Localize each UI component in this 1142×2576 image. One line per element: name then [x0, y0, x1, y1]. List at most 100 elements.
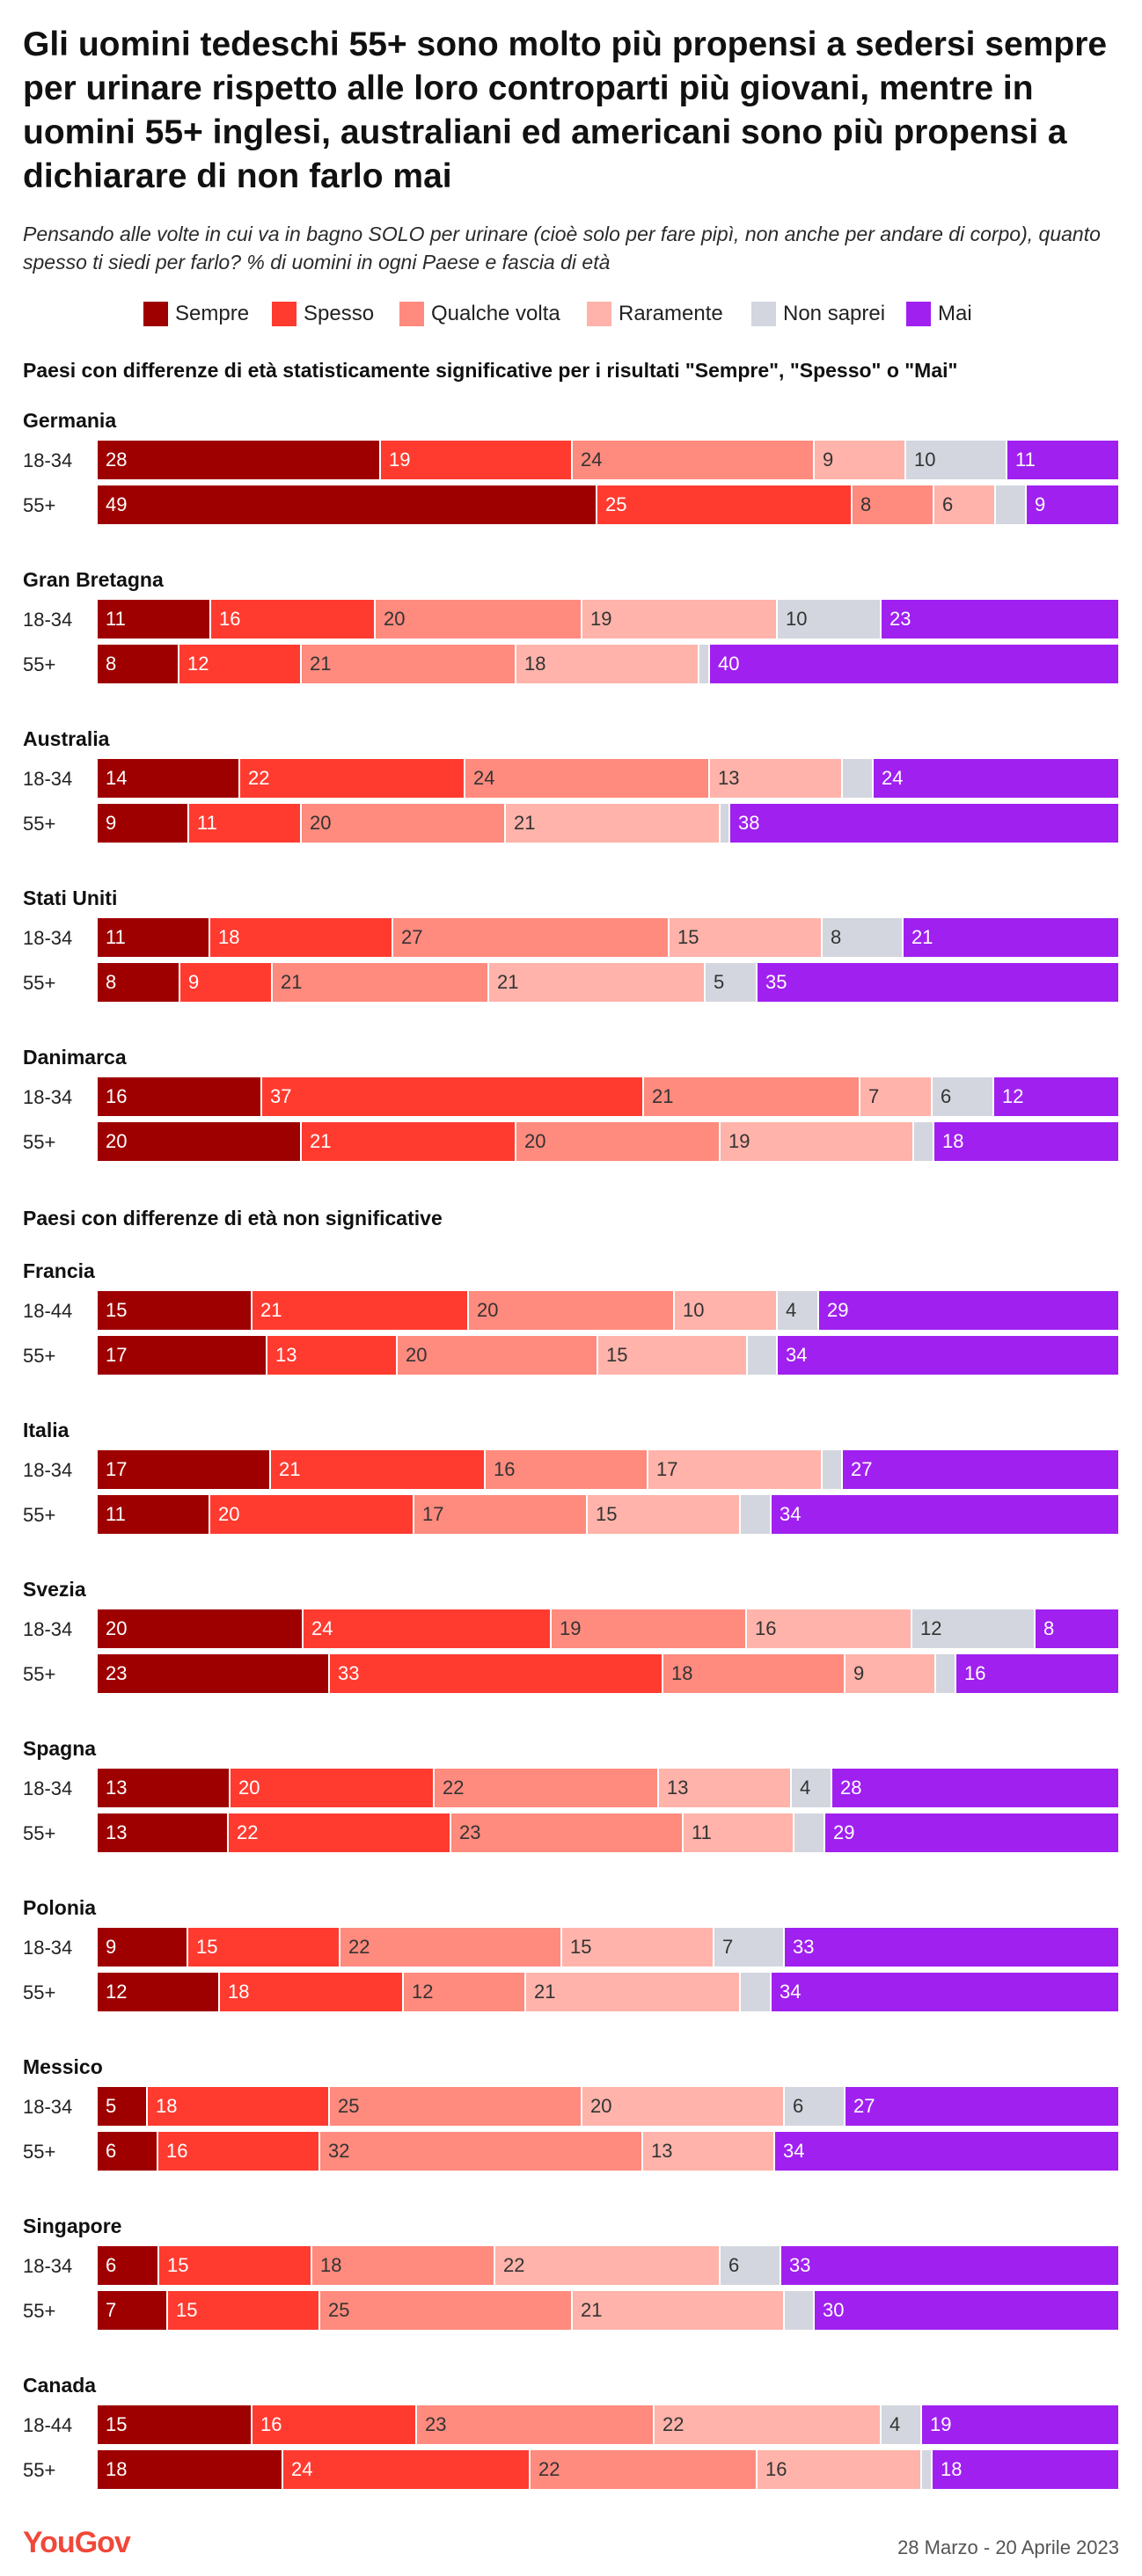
data-label: 13 — [106, 1777, 128, 1799]
data-label: 22 — [503, 2254, 525, 2276]
bar-segment-mai: 11 — [1007, 441, 1118, 479]
data-label: 18 — [671, 1662, 693, 1684]
age-group-label: 18-34 — [23, 609, 73, 631]
data-label: 9 — [106, 812, 117, 834]
bar-segment-non-saprei — [699, 645, 710, 683]
bar-segment-spesso: 19 — [381, 441, 573, 479]
legend-swatch — [906, 302, 931, 326]
country-label: Stati Uniti — [23, 887, 118, 909]
age-group-label: 18-34 — [23, 1086, 73, 1108]
data-label: 34 — [786, 1344, 808, 1366]
data-label: 34 — [783, 2140, 805, 2162]
age-group-label: 18-34 — [23, 768, 73, 790]
country-label: Svezia — [23, 1578, 86, 1601]
bar-segment-sempre: 49 — [98, 485, 597, 524]
data-label: 19 — [728, 1130, 750, 1152]
stacked-bar: 9 11 20 21 38 — [98, 804, 1118, 843]
data-label: 25 — [328, 2299, 350, 2321]
bar-segment-sempre: 17 — [98, 1336, 267, 1375]
data-label: 22 — [538, 2458, 560, 2480]
bar-segment-qualche-volta: 22 — [340, 1928, 562, 1967]
bar-segment-non-saprei: 5 — [706, 963, 758, 1002]
bar-segment-mai: 34 — [772, 1495, 1118, 1534]
data-label: 21 — [281, 971, 303, 993]
data-label: 13 — [275, 1344, 297, 1366]
bar-segment-mai: 18 — [934, 1122, 1118, 1161]
bar-segment-sempre: 9 — [98, 804, 189, 843]
bar-segment-mai: 29 — [819, 1291, 1118, 1330]
bar-segment-non-saprei — [823, 1450, 843, 1489]
bar-segment-non-saprei — [748, 1336, 778, 1375]
stacked-bar: 49 25 8 6 9 — [98, 485, 1118, 524]
bar-segment-qualche-volta: 8 — [853, 485, 934, 524]
data-label: 10 — [683, 1299, 705, 1321]
data-label: 37 — [270, 1085, 292, 1107]
country-label: Francia — [23, 1259, 95, 1282]
bar-segment-qualche-volta: 21 — [644, 1077, 860, 1116]
data-label: 22 — [663, 2413, 684, 2435]
bar-segment-sempre: 7 — [98, 2291, 168, 2330]
bar-segment-raramente: 16 — [758, 2450, 922, 2489]
age-group-label: 18-34 — [23, 927, 73, 949]
country-label: Spagna — [23, 1737, 97, 1760]
data-label: 16 — [964, 1662, 986, 1684]
bar-segment-raramente: 19 — [721, 1122, 914, 1161]
bar-segment-qualche-volta: 12 — [404, 1973, 526, 2011]
bar-segment-spesso: 21 — [302, 1122, 516, 1161]
bar-segment-sempre: 8 — [98, 963, 180, 1002]
bar-segment-non-saprei: 6 — [721, 2246, 781, 2285]
country-label: Australia — [23, 727, 110, 750]
data-label: 6 — [793, 2095, 804, 2117]
survey-date: 28 Marzo - 20 Aprile 2023 — [897, 2536, 1119, 2558]
stacked-bar: 11 20 17 15 34 — [98, 1495, 1118, 1534]
age-group-label: 18-34 — [23, 1777, 73, 1799]
data-label: 16 — [765, 2458, 787, 2480]
bar-segment-non-saprei — [794, 1813, 825, 1852]
data-label: 49 — [106, 493, 128, 515]
data-label: 12 — [920, 1617, 942, 1639]
data-label: 18 — [228, 1981, 250, 2003]
data-label: 10 — [786, 608, 808, 630]
stacked-bar: 13 20 22 13 4 28 — [98, 1769, 1118, 1807]
country-label: Germania — [23, 409, 117, 432]
bar-segment-qualche-volta: 32 — [320, 2132, 643, 2171]
data-label: 40 — [718, 653, 740, 675]
bar-segment-raramente: 22 — [655, 2405, 882, 2444]
stacked-bar: 8 9 21 21 5 35 — [98, 963, 1118, 1002]
bar-segment-spesso: 33 — [330, 1654, 663, 1693]
data-label: 22 — [348, 1936, 370, 1958]
legend-label: Spesso — [304, 302, 375, 325]
age-group-label: 18-34 — [23, 449, 73, 471]
age-group-label: 18-44 — [23, 2414, 73, 2436]
bar-segment-spesso: 18 — [148, 2087, 330, 2126]
bar-segment-qualche-volta: 25 — [330, 2087, 582, 2126]
age-group-label: 55+ — [23, 1504, 56, 1526]
bar-segment-qualche-volta: 22 — [435, 1769, 659, 1807]
legend-label: Sempre — [175, 302, 250, 325]
stacked-bar: 15 21 20 10 4 29 — [98, 1291, 1118, 1330]
bar-segment-non-saprei — [936, 1654, 956, 1693]
bar-segment-non-saprei — [914, 1122, 934, 1161]
bar-segment-sempre: 6 — [98, 2132, 158, 2171]
data-label: 6 — [941, 1085, 952, 1107]
bar-segment-raramente: 13 — [710, 759, 843, 798]
stacked-bar: 7 15 25 21 30 — [98, 2291, 1118, 2330]
data-label: 19 — [590, 608, 612, 630]
bar-segment-mai: 9 — [1027, 485, 1118, 524]
bar-segment-mai: 8 — [1036, 1609, 1118, 1648]
legend-item-2: Qualche volta — [399, 299, 560, 329]
country-label: Gran Bretagna — [23, 568, 164, 591]
bar-segment-sempre: 5 — [98, 2087, 148, 2126]
data-label: 18 — [320, 2254, 342, 2276]
bar-segment-sempre: 20 — [98, 1609, 304, 1648]
bar-segment-sempre: 11 — [98, 1495, 210, 1534]
bar-segment-spesso: 12 — [179, 645, 302, 683]
data-label: 17 — [106, 1344, 128, 1366]
bar-segment-raramente: 18 — [516, 645, 699, 683]
bar-segment-mai: 40 — [710, 645, 1118, 683]
data-label: 21 — [310, 1130, 332, 1152]
data-label: 4 — [889, 2413, 901, 2435]
bar-segment-spesso: 24 — [283, 2450, 531, 2489]
bar-segment-mai: 29 — [825, 1813, 1118, 1852]
data-label: 12 — [412, 1981, 434, 2003]
